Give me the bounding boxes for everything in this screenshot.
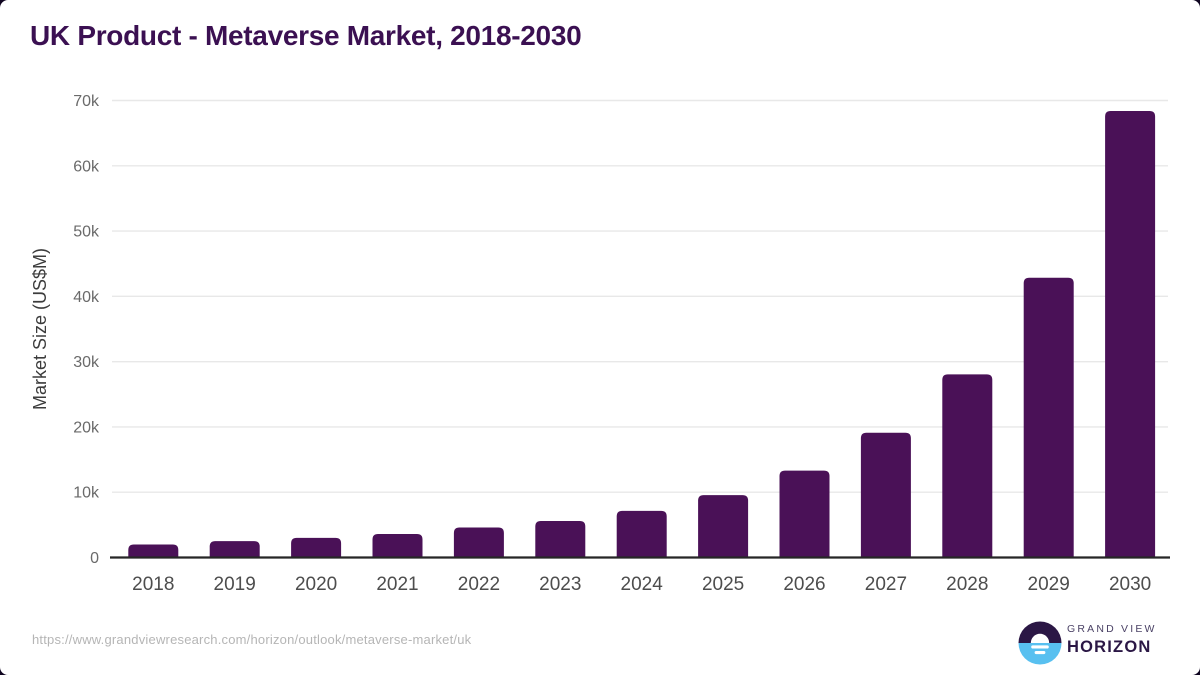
logo-text: GRAND VIEW HORIZON xyxy=(1067,624,1157,655)
bar-2021 xyxy=(372,533,423,558)
logo-brand-name: GRAND VIEW xyxy=(1067,623,1157,635)
bar-2026 xyxy=(779,470,830,558)
x-tick-label: 2018 xyxy=(132,574,174,595)
logo-product-name: HORIZON xyxy=(1067,637,1152,656)
grandview-horizon-logo: GRAND VIEW HORIZON xyxy=(1018,621,1170,667)
y-tick-label: 0 xyxy=(90,550,99,567)
x-tick-label: 2021 xyxy=(376,574,418,595)
y-tick-label: 70k xyxy=(73,93,100,110)
bar-2025 xyxy=(698,495,749,558)
bar-2018 xyxy=(128,544,179,558)
bar-2028 xyxy=(942,374,993,558)
bar-2023 xyxy=(535,520,586,558)
x-tick-label: 2025 xyxy=(702,574,744,595)
x-tick-label: 2029 xyxy=(1028,574,1070,595)
y-tick-label: 40k xyxy=(73,289,100,306)
x-tick-label: 2023 xyxy=(539,574,581,595)
horizon-logo-icon xyxy=(1018,621,1062,665)
y-tick-label: 50k xyxy=(73,224,100,241)
y-tick-label: 30k xyxy=(73,354,100,371)
y-tick-label: 20k xyxy=(73,419,100,436)
x-tick-label: 2027 xyxy=(865,574,907,595)
bar-2029 xyxy=(1023,277,1074,558)
bar-2020 xyxy=(291,537,342,558)
x-tick-label: 2022 xyxy=(458,574,500,595)
chart-title: UK Product - Metaverse Market, 2018-2030 xyxy=(30,20,582,51)
y-axis-title: Market Size (US$M) xyxy=(30,248,50,410)
source-url: https://www.grandviewresearch.com/horizo… xyxy=(32,632,472,647)
bar-2022 xyxy=(453,527,504,558)
x-tick-label: 2028 xyxy=(946,574,988,595)
x-tick-label: 2030 xyxy=(1109,574,1151,595)
y-tick-label: 10k xyxy=(73,485,100,502)
bar-2019 xyxy=(209,541,260,558)
x-tick-label: 2020 xyxy=(295,574,337,595)
bar-chart: 0 10k 20k 30k 40k 50k 60k 70k 2018 2019 2020 2021 20… xyxy=(30,93,1170,595)
x-tick-label: 2024 xyxy=(621,574,664,595)
bar-2030 xyxy=(1105,110,1156,558)
y-tick-label: 60k xyxy=(73,158,100,175)
x-tick-label: 2026 xyxy=(783,574,825,595)
x-tick-label: 2019 xyxy=(214,574,256,595)
bar-2027 xyxy=(860,432,911,558)
bar-2024 xyxy=(616,510,667,558)
